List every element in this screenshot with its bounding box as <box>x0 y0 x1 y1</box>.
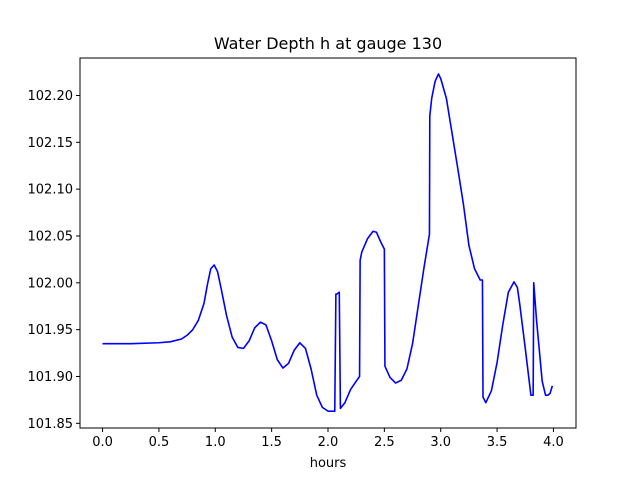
x-tick-label: 3.5 <box>487 435 508 450</box>
y-tick-label: 102.05 <box>28 229 74 244</box>
x-tick-label: 2.0 <box>318 435 339 450</box>
y-tick-label: 101.95 <box>28 323 74 338</box>
y-tick-label: 102.15 <box>28 136 74 151</box>
x-tick-label: 2.5 <box>374 435 395 450</box>
y-tick-label: 101.85 <box>28 417 74 432</box>
series-layer <box>102 73 554 412</box>
x-axis: 0.0 0.5 1.0 1.5 2.0 2.5 3.0 3.5 4.0 <box>92 428 564 450</box>
y-tick-label: 102.20 <box>28 89 74 104</box>
x-tick-label: 0.0 <box>92 435 113 450</box>
y-tick-label: 101.90 <box>28 370 74 385</box>
x-axis-title: hours <box>310 456 347 471</box>
y-axis: 101.85 101.90 101.95 102.00 102.05 102.10 102.… <box>28 89 80 432</box>
x-tick-label: 4.0 <box>543 435 564 450</box>
chart-title: Water Depth h at gauge 130 <box>214 34 442 53</box>
x-tick-label: 1.0 <box>205 435 226 450</box>
y-tick-label: 102.10 <box>28 183 74 198</box>
y-tick-label: 102.00 <box>28 276 74 291</box>
x-tick-label: 0.5 <box>149 435 170 450</box>
x-tick-label: 3.0 <box>430 435 451 450</box>
series-line <box>102 73 554 412</box>
x-tick-label: 1.5 <box>261 435 282 450</box>
